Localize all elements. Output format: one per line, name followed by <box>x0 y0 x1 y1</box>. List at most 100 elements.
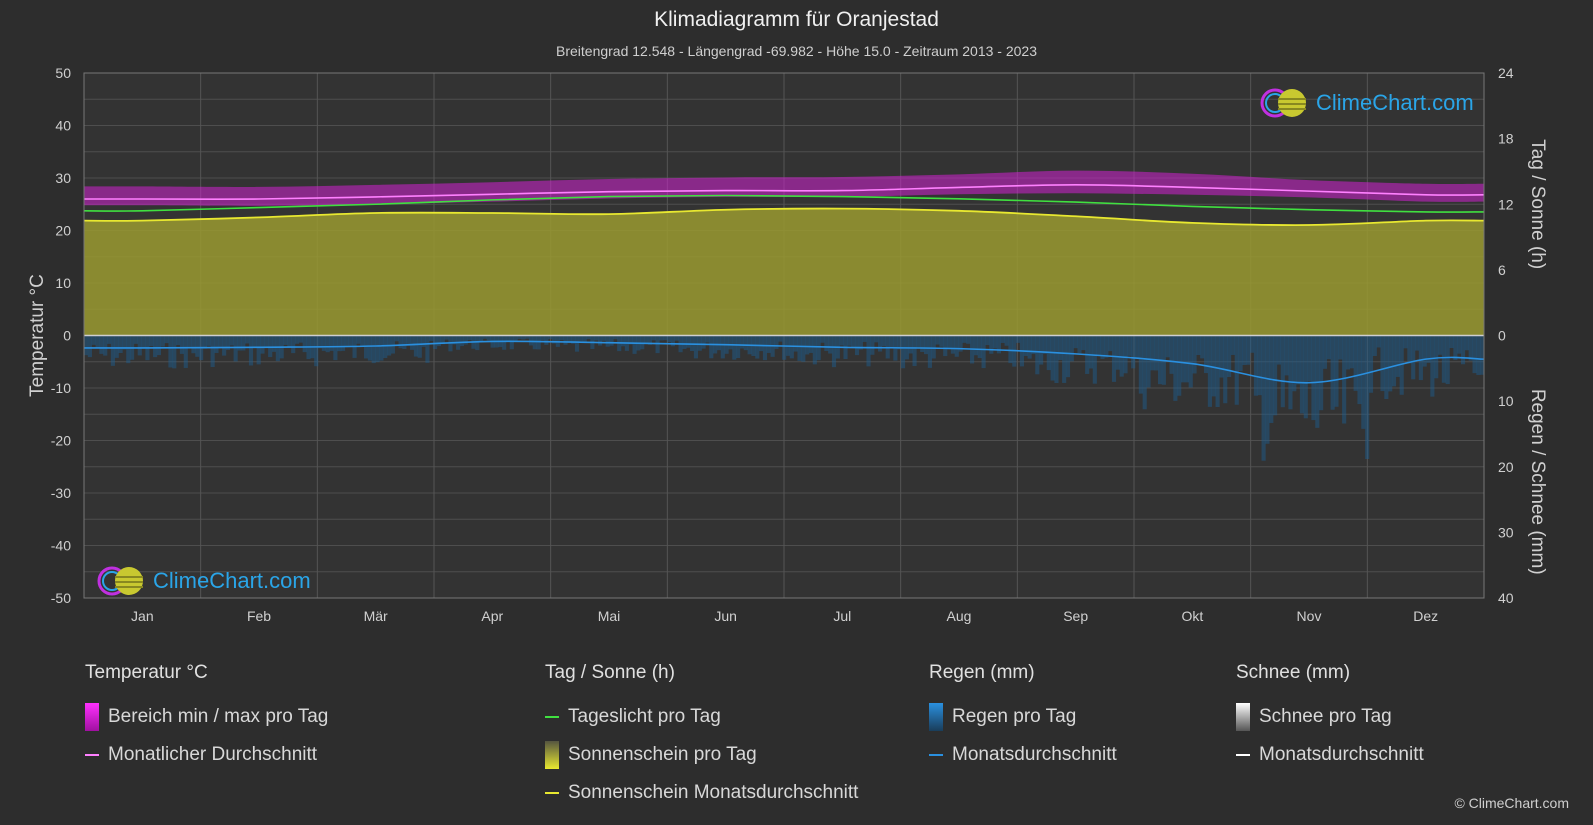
rain-day-bar <box>644 335 649 344</box>
y-right-bottom-tick-label: 20 <box>1498 459 1514 475</box>
rain-day-bar <box>291 335 296 354</box>
rain-day-bar <box>1464 335 1469 351</box>
rain-day-bar <box>920 335 925 353</box>
rain-day-bar <box>962 335 967 343</box>
y-left-tick-label: 50 <box>55 65 71 81</box>
rain-day-bar <box>237 335 242 351</box>
rain-day-bar <box>114 335 119 358</box>
rain-day-bar <box>433 335 438 350</box>
rain-day-bar <box>1246 335 1251 365</box>
rain-day-bar <box>421 335 426 347</box>
rain-day-bar <box>1380 335 1385 392</box>
rain-day-bar <box>1334 335 1339 407</box>
rain-day-bar <box>1472 335 1477 374</box>
rain-day-bar <box>1441 335 1446 383</box>
rain-day-bar <box>1257 335 1262 396</box>
y-right-bottom-axis-title: Regen / Schnee (mm) <box>1527 389 1548 575</box>
rain-day-bar <box>283 335 288 345</box>
climechart-logo-icon <box>1260 88 1306 118</box>
rain-day-bar <box>1100 335 1105 359</box>
rain-day-bar <box>1238 335 1243 371</box>
legend-label: Sonnenschein pro Tag <box>568 744 757 765</box>
rain-day-bar <box>103 335 108 356</box>
legend-label: Monatsdurchschnitt <box>1259 744 1424 765</box>
rain-day-bar <box>1460 335 1466 365</box>
y-right-bottom-tick-label: 40 <box>1498 590 1514 606</box>
legend-swatch <box>545 792 559 794</box>
rain-day-bar <box>467 335 472 341</box>
legend-swatch <box>929 754 943 756</box>
rain-day-bar <box>682 335 687 349</box>
rain-day-bar <box>164 335 169 344</box>
rain-day-bar <box>1207 335 1212 407</box>
rain-day-bar <box>1311 335 1316 421</box>
rain-day-bar <box>517 335 522 339</box>
legend-swatch <box>545 716 559 718</box>
rain-day-bar <box>1296 335 1301 385</box>
y-left-tick-label: -30 <box>51 485 71 501</box>
rain-day-bar <box>371 335 376 364</box>
rain-day-bar <box>294 335 300 344</box>
rain-day-bar <box>1215 335 1220 408</box>
rain-day-bar <box>985 335 990 346</box>
legend-sun-title: Tag / Sonne (h) <box>545 662 675 683</box>
rain-day-bar <box>459 335 465 347</box>
rain-day-bar <box>1480 335 1485 375</box>
rain-day-bar <box>425 335 430 363</box>
rain-day-bar <box>881 335 886 347</box>
x-tick-label: Okt <box>1181 608 1203 624</box>
legend-label: Schnee pro Tag <box>1259 706 1392 727</box>
rain-day-bar <box>912 335 917 367</box>
rain-day-bar <box>851 335 856 347</box>
rain-day-bar <box>268 335 273 358</box>
rain-day-bar <box>172 335 177 369</box>
rain-day-bar <box>1165 335 1170 358</box>
legend-daylight: Tageslicht pro Tag <box>545 698 858 736</box>
rain-day-bar <box>1242 335 1247 366</box>
rain-day-bar <box>410 335 415 350</box>
legend-temperature: Temperatur °C Bereich min / max pro Tag … <box>85 662 328 774</box>
rain-day-bar <box>628 335 633 345</box>
rain-day-bar <box>820 335 825 343</box>
y-left-tick-label: -40 <box>51 538 71 554</box>
rain-day-bar <box>360 335 365 347</box>
legend-snow-title: Schnee (mm) <box>1236 662 1351 683</box>
legend-swatch <box>929 703 943 731</box>
legend-temp-title: Temperatur °C <box>85 662 208 683</box>
rain-day-bar <box>525 335 530 339</box>
rain-day-bar <box>122 335 127 350</box>
y-left-tick-label: -50 <box>51 590 71 606</box>
rain-day-bar <box>1434 335 1439 379</box>
rain-day-bar <box>667 335 672 343</box>
legend-label: Regen pro Tag <box>952 706 1077 727</box>
rain-day-bar <box>981 335 986 369</box>
rain-day-bar <box>1184 335 1189 383</box>
rain-day-bar <box>344 335 349 347</box>
x-tick-label: Dez <box>1413 608 1438 624</box>
rain-day-bar <box>1399 335 1404 395</box>
rain-day-bar <box>1023 335 1028 356</box>
rain-day-bar <box>559 335 564 341</box>
legend-snow-avg: Monatsdurchschnitt <box>1236 736 1424 774</box>
rain-day-bar <box>908 335 913 354</box>
rain-day-bar <box>943 335 948 357</box>
rain-day-bar <box>647 335 652 345</box>
sunshine-area <box>84 208 1484 336</box>
rain-day-bar <box>854 335 860 356</box>
legend-temp-range: Bereich min / max pro Tag <box>85 698 328 736</box>
rain-day-bar <box>609 335 614 346</box>
rain-day-bar <box>333 335 338 361</box>
rain-day-bar <box>540 335 545 341</box>
rain-day-bar <box>452 335 457 345</box>
rain-day-bar <box>950 335 955 354</box>
rain-day-bar <box>248 335 254 366</box>
y-left-tick-label: 10 <box>55 275 71 291</box>
y-right-top-tick-label: 24 <box>1498 65 1514 81</box>
rain-day-bar <box>601 335 606 341</box>
rain-day-bar <box>440 335 445 345</box>
rain-day-bar <box>107 335 112 344</box>
rain-day-bar <box>1096 335 1101 356</box>
rain-day-bar <box>563 335 568 345</box>
x-tick-label: Nov <box>1297 608 1322 624</box>
rain-day-bar <box>1418 335 1423 381</box>
